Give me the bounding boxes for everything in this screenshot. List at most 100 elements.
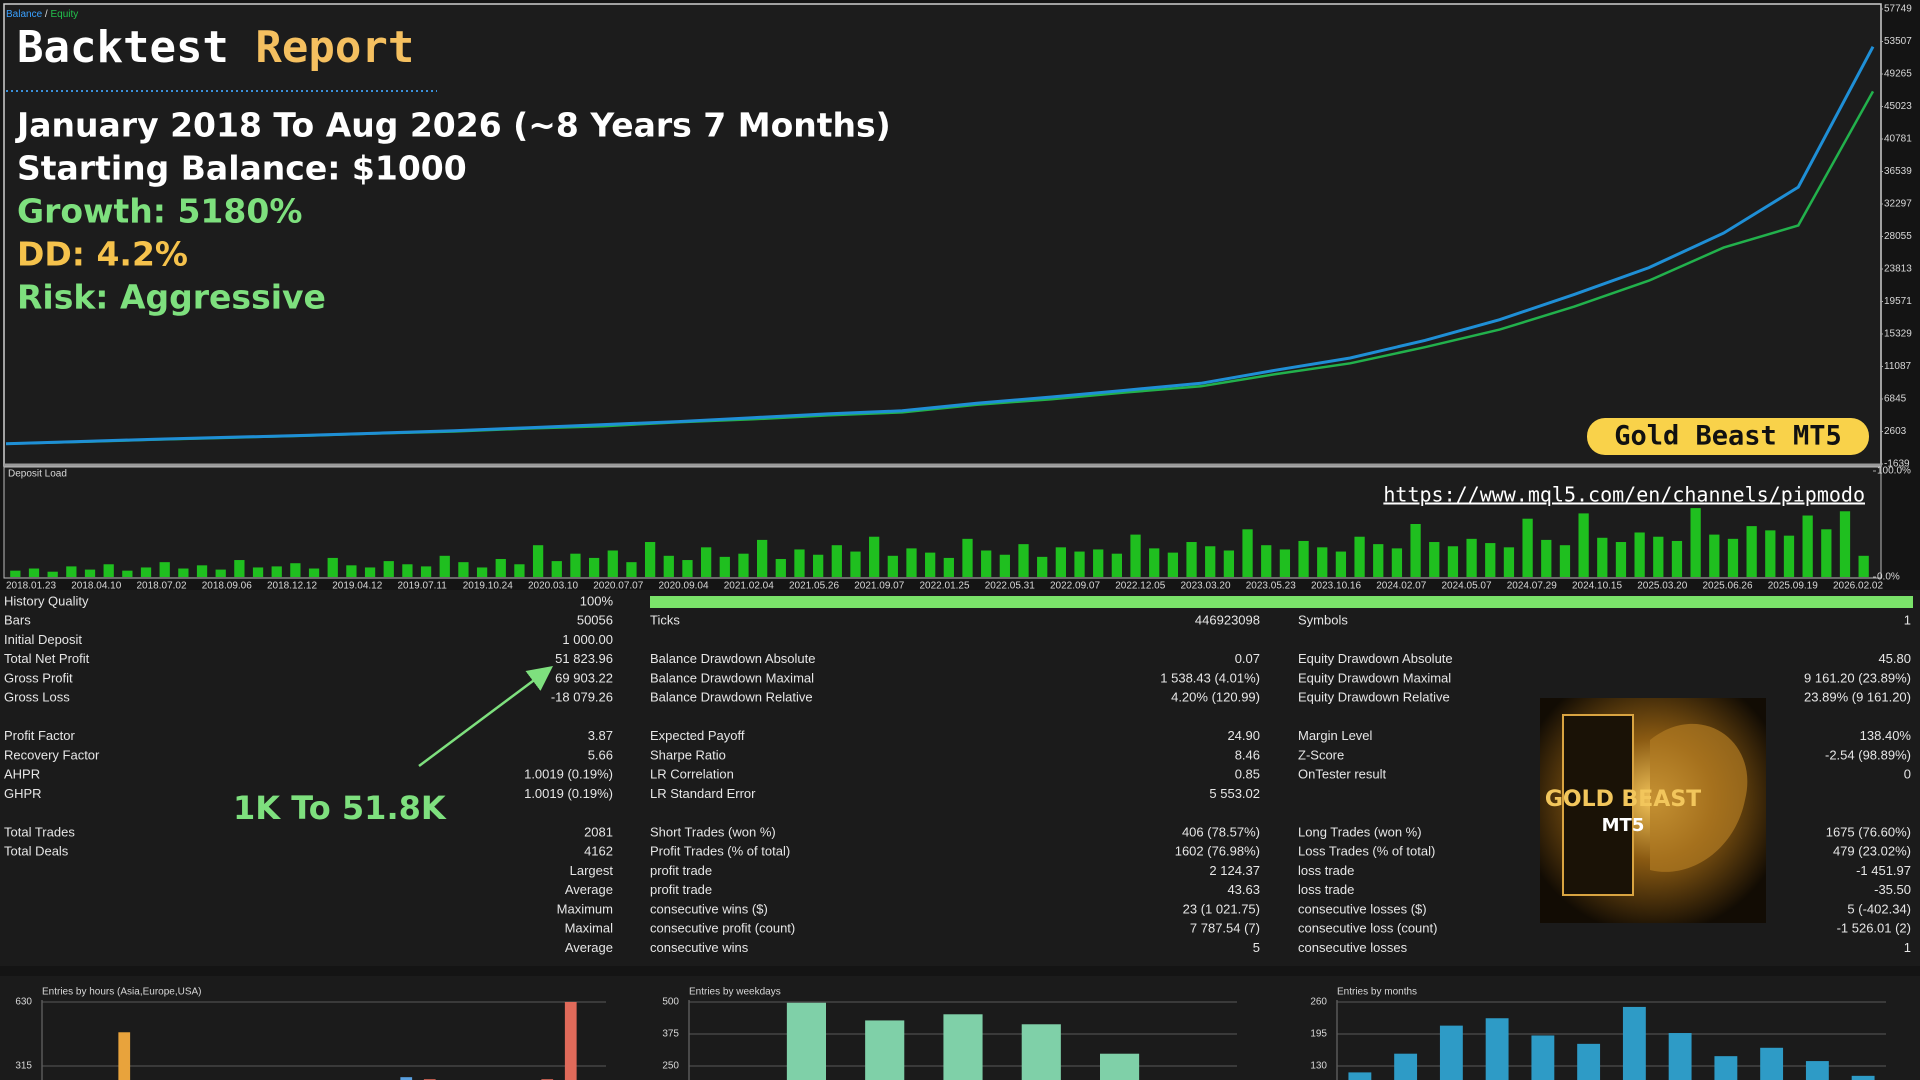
bar [1559,545,1571,577]
bar [1429,542,1440,577]
chart-title: Entries by hours (Asia,Europe,USA) [42,987,202,998]
stat-value: 24.90 [1227,728,1260,743]
product-lion [1650,723,1748,872]
legend-separator: / [45,9,48,20]
stat-label: LR Standard Error [650,786,756,801]
bar [476,567,488,577]
bar [1709,534,1720,577]
bar [943,1014,983,1080]
bar [1074,551,1085,577]
bar [532,545,544,577]
stat-label: Ticks [650,613,680,628]
bar [1298,540,1309,577]
stat-value: 43.63 [1227,882,1260,897]
x-tick-label: 2022.05.31 [985,581,1035,592]
stat-value: 3.87 [588,728,613,743]
title-main: Backtest [17,22,229,73]
x-tick-label: 2023.10.16 [1311,581,1361,592]
x-tick-label: 2019.07.11 [398,581,448,592]
bar [514,564,525,577]
y-tick-label: 19571 [1884,296,1912,307]
bar [981,550,992,577]
stat-value: 51 823.96 [555,651,613,666]
x-tick-label: 2026.02.02 [1833,581,1883,592]
stat-label: Equity Drawdown Relative [1298,690,1450,705]
bar [346,565,357,577]
stat-value: 1675 (76.60%) [1826,824,1911,839]
bar [1668,1033,1692,1080]
stat-value: 1 000.00 [562,632,613,647]
stat-label: Loss Trades (% of total) [1298,844,1435,859]
bar [1577,1043,1601,1080]
link[interactable]: https://www.mql5.com/en/channels/pipmodo [1383,483,1865,507]
y-tick-label: 0.0% [1877,572,1900,583]
bar [906,548,917,577]
bar [1522,518,1533,577]
stat-label: loss trade [1298,882,1354,897]
stat-value: 0 [1904,767,1911,782]
stat-label: AHPR [4,767,40,782]
x-tick-label: 2020.09.04 [659,581,709,592]
summary-line: January 2018 To Aug 2026 (~8 Years 7 Mon… [15,106,891,145]
y-tick-label: 57749 [1884,4,1912,15]
bar [719,556,730,577]
bar [865,1020,905,1080]
bar [869,536,880,577]
y-tick-label: 40781 [1884,134,1912,145]
legend: Balance / Equity [6,9,78,20]
bar [159,562,170,577]
bar [1622,1006,1646,1080]
title-highlight: Report [255,22,414,73]
y-tick-label: 130 [1310,1061,1327,1072]
bar [943,557,954,577]
stat-label: Initial Deposit [4,632,82,647]
y-tick-label: 260 [1310,997,1327,1008]
bar [1100,1053,1140,1080]
stat-value: Average [565,882,613,897]
stat-value: 2081 [584,824,613,839]
y-tick-label: 49265 [1884,69,1912,80]
chart-title: Entries by months [1337,987,1417,998]
product-box [1562,714,1634,896]
stat-label: LR Correlation [650,767,734,782]
x-tick-label: 2018.09.06 [202,581,252,592]
bar [813,554,824,577]
stat-label: Gross Loss [4,690,70,705]
stat-value: 5 [1253,940,1260,955]
stat-label: Profit Trades (% of total) [650,844,790,859]
stat-value: 8.46 [1235,747,1260,762]
bar [1760,1047,1784,1080]
bar [420,566,432,577]
bar [1839,511,1851,577]
x-tick-label: 2023.05.23 [1246,581,1296,592]
stat-value: 2 124.37 [1209,863,1260,878]
stat-label: consecutive profit (count) [650,921,795,936]
bar [118,1032,131,1080]
y-tick-label: 195 [1310,1029,1327,1040]
bar [1615,542,1627,577]
bar [626,562,637,577]
annotation-arrow [418,666,554,768]
bar [1541,539,1552,577]
stat-value: 45.80 [1878,651,1911,666]
bar [402,564,413,577]
bar [1111,553,1122,577]
bar [644,542,656,577]
x-tick-label: 2022.09.07 [1050,581,1100,592]
product-image: GOLD BEAST MT5 [1540,698,1766,923]
stat-label: Sharpe Ratio [650,747,726,762]
history-quality-bar [650,596,1913,608]
y-tick-label: 100.0% [1877,466,1911,477]
summary-line: Starting Balance: $1000 [17,149,467,188]
bar [1634,532,1645,577]
stat-label: consecutive loss (count) [1298,921,1437,936]
summary-line: Risk: Aggressive [17,278,326,317]
stat-label: Balance Drawdown Maximal [650,670,814,685]
bar [1597,537,1608,577]
bar [1279,549,1291,577]
x-tick-label: 2021.02.04 [724,581,774,592]
bar [1671,540,1683,577]
x-tick-label: 2018.07.02 [137,581,187,592]
bar [1186,542,1197,577]
